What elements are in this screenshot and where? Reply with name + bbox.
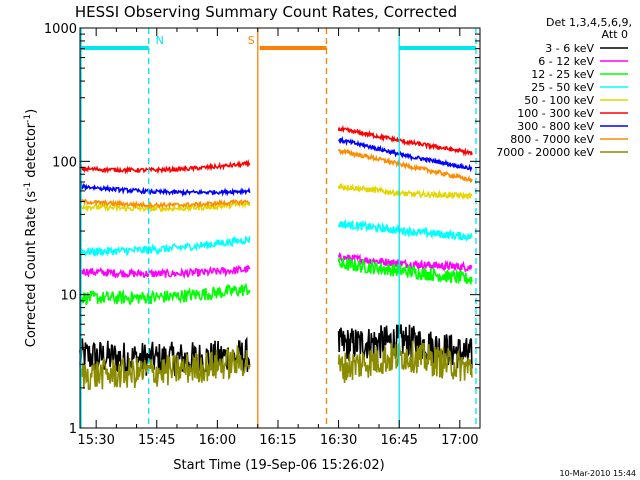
series-line-3 [79, 218, 473, 258]
x-tick-label: 16:15 [259, 433, 296, 448]
y-axis-label: Corrected Count Rate (s-1 detector-1) [23, 109, 39, 347]
plot-frame [79, 27, 481, 429]
y-tick-label: 100 [52, 155, 77, 170]
legend-label: 50 - 100 keV [524, 94, 594, 107]
x-tick-label: 16:45 [380, 433, 417, 448]
series-line-2 [79, 257, 473, 306]
legend-label: 3 - 6 keV [545, 42, 594, 55]
y-axis-label-part3: ) [24, 109, 39, 114]
y-axis: 1 10 100 1000 [44, 22, 480, 437]
series-line-4 [79, 182, 473, 213]
y-axis-label-part2: detector [24, 122, 39, 182]
legend-label: 25 - 50 keV [531, 81, 594, 94]
legend-label: 300 - 800 keV [517, 120, 594, 133]
series-line-1 [79, 252, 473, 280]
timestamp: 10-Mar-2010 15:44 [560, 469, 637, 478]
series-line-6 [79, 135, 473, 197]
legend-label: 6 - 12 keV [538, 55, 594, 68]
y-tick-label: 1 [69, 422, 77, 437]
marker-label-0: N [156, 34, 164, 47]
marker-label-1: S [248, 34, 255, 47]
series-line-7 [79, 148, 473, 210]
legend-label: 12 - 25 keV [531, 68, 594, 81]
x-axis: 15:30 15:45 16:00 16:15 16:30 16:45 17:00 [77, 28, 481, 448]
x-tick-label: 17:00 [441, 433, 478, 448]
legend-label: 100 - 300 keV [517, 107, 594, 120]
legend-header-line1: Det 1,3,4,5,6,9, [546, 16, 632, 29]
legend-label: 7000 - 20000 keV [496, 146, 594, 159]
x-tick-label: 16:00 [199, 433, 236, 448]
legend-header-line2: Att 0 [602, 28, 628, 41]
series-line-5 [79, 124, 473, 175]
legend-label: 800 - 7000 keV [510, 133, 594, 146]
chart-title: HESSI Observing Summary Count Rates, Cor… [75, 3, 457, 21]
x-tick-label: 15:30 [77, 433, 114, 448]
y-tick-label: 10 [60, 289, 77, 304]
x-axis-label: Start Time (19-Sep-06 15:26:02) [173, 458, 384, 473]
series-line-8 [79, 340, 473, 391]
y-axis-label-part1: Corrected Count Rate (s [24, 191, 39, 348]
y-axis-label-sup1: -1 [23, 182, 33, 191]
y-axis-label-sup2: -1 [23, 114, 33, 123]
x-tick-label: 16:30 [320, 433, 357, 448]
y-tick-label: 1000 [44, 22, 77, 37]
x-tick-label: 15:45 [138, 433, 175, 448]
